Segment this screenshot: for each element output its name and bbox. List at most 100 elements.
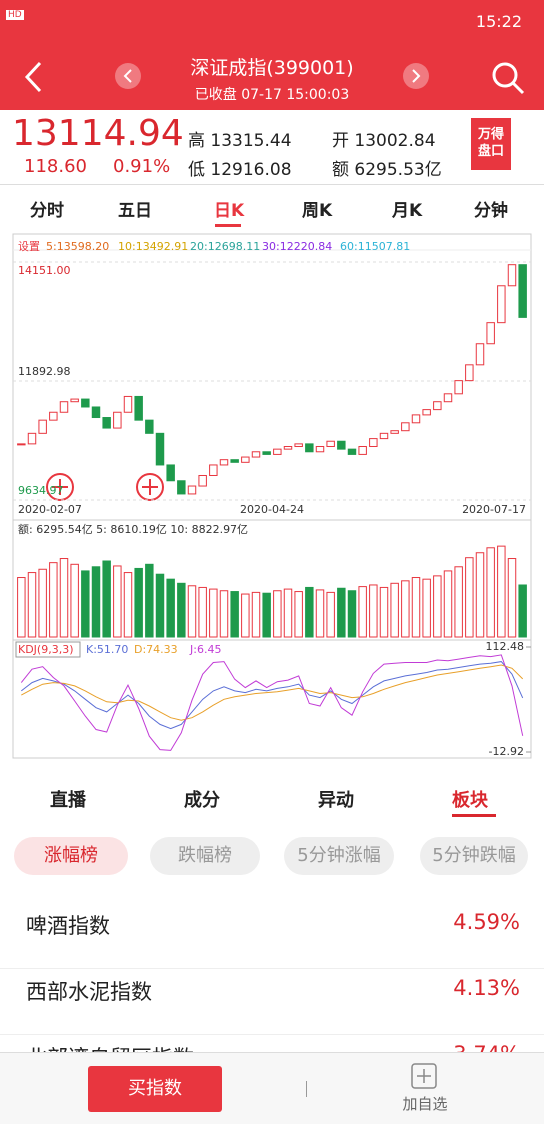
price: 13114.94: [12, 113, 184, 154]
filter-pill[interactable]: 跌幅榜: [150, 837, 260, 875]
back-button[interactable]: [22, 60, 46, 94]
candle: [59, 401, 69, 413]
title: 深证成指(399001): [190, 57, 354, 79]
label: 低: [188, 160, 205, 180]
subtitle: 已收盘 07-17 15:00:03: [194, 87, 350, 103]
row-name[interactable]: 西部水泥指数: [26, 980, 152, 1004]
candle: [166, 464, 175, 482]
candle: [497, 285, 506, 324]
content-tab[interactable]: 直播: [50, 790, 86, 811]
candle: [379, 432, 389, 440]
candle: [486, 322, 495, 345]
content-tab[interactable]: 异动: [318, 790, 354, 811]
next-button[interactable]: [402, 62, 430, 90]
volume-bar: [497, 545, 506, 638]
volume-bar: [49, 562, 58, 638]
candle: [315, 446, 325, 453]
volume-bar: [17, 577, 26, 638]
wind-button[interactable]: 万得 盘口: [471, 118, 511, 170]
volume-bar: [155, 573, 165, 638]
period-tab[interactable]: 分时: [30, 201, 64, 221]
ma-label: 60:11507.81: [340, 240, 410, 253]
period-tab[interactable]: 周K: [302, 201, 333, 221]
volume-bar: [91, 566, 101, 638]
volume-bar: [166, 578, 175, 638]
value: 13002.84: [354, 131, 436, 151]
y-tick-label: 11892.98: [18, 365, 71, 378]
label: 开: [332, 131, 349, 151]
label: 高: [188, 131, 205, 151]
candle: [27, 432, 37, 445]
period-tab[interactable]: 月K: [392, 201, 423, 221]
filter-pill[interactable]: 5分钟涨幅: [284, 837, 394, 875]
candle: [273, 448, 282, 455]
volume-bar: [475, 552, 485, 638]
volume-bar: [209, 588, 218, 638]
volume-bar: [102, 560, 111, 638]
add-icon[interactable]: [411, 1063, 437, 1089]
search-button[interactable]: [490, 60, 526, 96]
active-indicator: [452, 814, 496, 817]
candle: [518, 264, 527, 318]
row-change: 4.13%: [453, 976, 520, 1000]
candle: [454, 380, 463, 395]
candle: [433, 401, 442, 411]
volume-bar: [145, 563, 154, 638]
volume-bar: [443, 570, 453, 638]
candle: [347, 448, 357, 455]
x-tick-label: 2020-04-24: [240, 503, 304, 516]
y-tick-label: 9634.97: [18, 484, 64, 497]
zoom-icon[interactable]: [46, 473, 74, 501]
volume-bar: [283, 588, 293, 638]
candle: [102, 417, 111, 429]
kdj-line: [20, 661, 524, 730]
kdj-line: [21, 664, 524, 721]
period-tab[interactable]: 日K: [214, 201, 245, 221]
content-tab[interactable]: 成分: [184, 790, 220, 811]
candle: [198, 474, 207, 487]
ma-label: 10:13492.91: [118, 240, 188, 253]
legend-box: [15, 641, 81, 658]
legend-entry: D:74.33: [134, 643, 178, 656]
label: 额: [332, 160, 349, 180]
zoom-icon[interactable]: [136, 473, 164, 501]
volume-bar: [507, 558, 517, 638]
volume-bar: [465, 557, 474, 638]
y-tick-label: 112.48: [486, 640, 525, 653]
volume-bar: [187, 585, 197, 638]
buy-button[interactable]: 买指数: [88, 1066, 222, 1112]
content-tab[interactable]: 板块: [452, 790, 488, 811]
period-tab[interactable]: 分钟: [474, 201, 508, 221]
volume-bar: [230, 591, 239, 638]
candle: [411, 414, 421, 424]
candle: [262, 451, 271, 455]
volume-bar: [241, 593, 250, 638]
kdj-line: [20, 654, 524, 751]
divider: [0, 968, 544, 969]
volume-bar: [379, 586, 389, 638]
candle: [326, 440, 335, 448]
row-change: 4.59%: [453, 910, 520, 934]
row-name[interactable]: 啤酒指数: [26, 914, 110, 938]
chart-frame: [12, 233, 532, 759]
volume-legend: 额: 6295.54亿 5: 8610.19亿 10: 8822.97亿: [18, 523, 248, 536]
candle: [369, 438, 378, 448]
candle: [187, 485, 197, 495]
change-pct: 0.91%: [113, 156, 171, 177]
volume-bar: [251, 591, 261, 638]
period-tab[interactable]: 五日: [118, 201, 152, 221]
ma-label: 30:12220.84: [262, 240, 332, 253]
indicator-title: KDJ(9,3,3): [18, 643, 74, 656]
prev-button[interactable]: [114, 62, 142, 90]
filter-pill[interactable]: 5分钟跌幅: [420, 837, 528, 875]
x-tick-label: 2020-07-17: [462, 503, 526, 516]
watch-button[interactable]: 加自选: [402, 1095, 448, 1113]
volume-bar: [326, 591, 335, 638]
volume-bar: [347, 590, 357, 638]
filter-pill[interactable]: 涨幅榜: [14, 837, 128, 875]
bottom-bar: 买指数 加自选: [0, 1052, 544, 1124]
volume-bar: [273, 590, 282, 638]
divider: [0, 1034, 544, 1035]
candle: [241, 456, 250, 463]
